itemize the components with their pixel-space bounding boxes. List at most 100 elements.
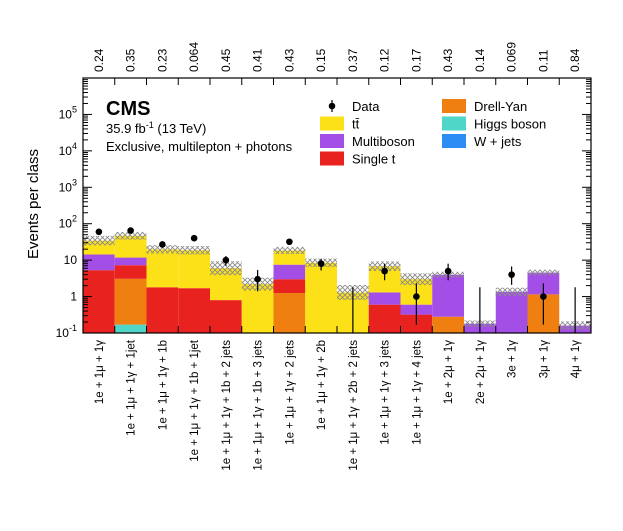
category-label-14: 3μ + 1γ: [538, 340, 550, 379]
p-value-label-7: 0.15: [314, 48, 328, 72]
y-tick-label: 10-1: [56, 323, 77, 340]
data-points: [95, 227, 576, 333]
legend-swatch-drell-yan: [442, 99, 466, 113]
p-value-label-5: 0.41: [251, 48, 265, 72]
bar-tt--5: [241, 284, 274, 333]
legend-label: W + jets: [474, 134, 522, 149]
data-point-14: [540, 293, 547, 300]
legend-label: tt̄: [352, 117, 360, 132]
y-tick-label: 103: [59, 177, 77, 194]
bar-single-t-3: [178, 288, 210, 333]
p-value-labels: 0.24 0.35 0.23 0.064 0.45 0.41 0.43 0.15 0.37 0.1…: [92, 42, 582, 72]
uncertainty-band-2: [146, 245, 179, 254]
p-value-label-1: 0.35: [124, 48, 138, 72]
legend-swatch-single-t: [320, 151, 344, 166]
category-label-5: 1e + 1μ + 1γ + 1b + 3 jets: [253, 340, 265, 471]
p-value-label-2: 0.23: [155, 48, 169, 72]
p-value-label-0: 0.24: [92, 48, 106, 72]
category-label-10: 1e + 1μ + 1γ + 4 jets: [411, 340, 423, 445]
data-point-0: [95, 228, 103, 236]
data-point-13: [508, 271, 515, 278]
bar-multiboson-11: [432, 274, 464, 317]
uncertainty-band-10: [400, 273, 433, 286]
category-label-7: 1e + 1μ + 1γ + 2b: [316, 340, 328, 430]
uncertainty-band-13: [495, 287, 528, 296]
y-axis-title: Events per class: [25, 149, 42, 259]
bar-multiboson-1: [114, 257, 147, 266]
uncertainty-band-14: [527, 269, 560, 276]
category-label-12: 2e + 2μ + 1γ: [475, 340, 487, 404]
p-value-label-13: 0.069: [505, 42, 519, 72]
data-point-2: [159, 241, 166, 248]
bar-multiboson-9: [368, 292, 401, 305]
uncertainty-band-3: [178, 246, 210, 255]
p-value-label-9: 0.12: [378, 48, 392, 72]
y-tick-label: 105: [59, 104, 77, 121]
data-point-3: [190, 234, 198, 242]
bar-tt--3: [178, 250, 210, 289]
p-value-label-10: 0.17: [409, 48, 423, 72]
category-label-0: 1e + 1μ + 1γ: [94, 340, 106, 404]
category-label-1: 1e + 1μ + 1γ + 1jet: [126, 339, 138, 436]
bar-single-t-4: [210, 300, 242, 333]
p-value-label-6: 0.43: [282, 48, 296, 72]
legend-label: Single t: [352, 152, 396, 167]
legend-swatch-w-jets: [442, 134, 466, 148]
bar-single-t-9: [368, 304, 401, 333]
p-value-label-15: 0.84: [568, 48, 582, 72]
bar-single-t-2: [146, 287, 179, 333]
data-point-1: [127, 227, 134, 234]
p-value-label-14: 0.11: [536, 49, 550, 72]
category-label-9: 1e + 1μ + 1γ + 3 jets: [380, 340, 392, 445]
legend-swatch-multiboson: [320, 134, 344, 148]
legend-swatch-tt-: [320, 116, 344, 131]
bar-single-t-6: [273, 279, 306, 294]
luminosity-label: 35.9 fb-1 (13 TeV): [106, 120, 206, 136]
bar-multiboson-13: [495, 291, 528, 333]
y-tick-label: 102: [59, 214, 77, 231]
legend-label: Higgs boson: [474, 117, 546, 132]
data-point-5: [254, 275, 261, 283]
p-value-label-12: 0.14: [473, 48, 487, 72]
bar-drell-yan-1: [114, 278, 147, 325]
category-label-15: 4μ + 1γ: [570, 340, 582, 379]
p-value-label-3: 0.064: [187, 42, 201, 72]
y-tick-label: 1: [70, 290, 77, 304]
bar-drell-yan-6: [273, 293, 306, 333]
annotation-block: CMS 35.9 fb-1 (13 TeV) Exclusive, multil…: [106, 98, 293, 154]
data-point-6: [286, 238, 293, 246]
selection-label: Exclusive, multilepton + photons: [106, 139, 293, 154]
data-point-9: [381, 267, 388, 275]
bar-drell-yan-11: [432, 316, 464, 333]
legend: Data tt̄ Multiboson Single t Drell-Yan Higgs …: [320, 99, 546, 167]
bar-tt--7: [305, 262, 337, 333]
bar-tt--1: [114, 235, 147, 258]
bar-multiboson-0: [83, 254, 115, 271]
category-label-11: 1e + 2μ + 1γ: [443, 340, 455, 404]
x-axis: 1e + 1μ + 1γ 1e + 1μ + 1γ + 1jet 1e + 1μ +…: [82, 78, 592, 471]
category-label-4: 1e + 1μ + 1γ + 1b + 2 jets: [221, 340, 233, 471]
category-label-13: 3e + 1γ: [507, 340, 519, 378]
data-point-11: [444, 267, 452, 275]
legend-swatch-higgs-boson: [442, 116, 466, 131]
p-value-label-4: 0.45: [219, 48, 233, 72]
bar-single-t-1: [114, 265, 147, 279]
p-value-label-8: 0.37: [346, 48, 360, 72]
y-tick-label: 104: [59, 141, 77, 158]
p-value-label-11: 0.43: [441, 48, 455, 72]
legend-data-marker: [328, 102, 336, 110]
category-label-3: 1e + 1μ + 1γ + 1b + 1jet: [189, 339, 201, 462]
uncertainty-band-0: [83, 235, 115, 246]
category-label-8: 1e + 1μ + 1γ + 2b + 2 jets: [348, 340, 360, 471]
y-tick-label: 10: [64, 253, 78, 267]
uncertainty-band-4: [210, 261, 242, 276]
bar-higgs-boson-1: [114, 324, 147, 333]
legend-label: Multiboson: [352, 134, 415, 149]
bar-single-t-0: [83, 270, 115, 333]
y-axis: 10-1 1 10 102 103 104 105: [56, 79, 591, 340]
bar-tt--6: [273, 250, 306, 265]
category-label-6: 1e + 1μ + 1γ + 2 jets: [284, 340, 296, 445]
legend-label: Data: [352, 99, 380, 114]
bar-tt--2: [146, 249, 179, 288]
